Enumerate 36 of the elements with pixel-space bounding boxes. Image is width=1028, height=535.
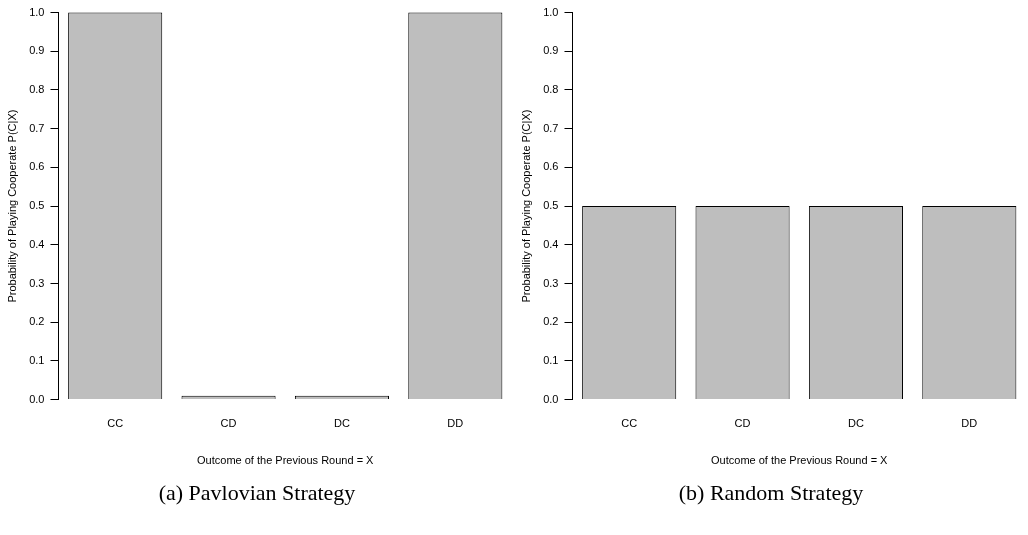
x-tick-label: DD [447,417,464,430]
x-tick-label: DC [847,417,864,430]
y-tick-label: 0.3 [543,276,559,289]
y-tick-label: 0.8 [543,83,559,96]
x-tick-label: CD [220,417,237,430]
y-tick-label: 0.6 [29,160,45,173]
text: (b) Random Strategy [677,480,865,506]
y-tick-label: 1.0 [29,5,45,18]
x-tick-label: DD [961,417,978,430]
y-tick-label: 0.2 [543,315,559,328]
y-tick-label: 0.5 [29,199,45,212]
y-tick-label: 0.8 [29,83,45,96]
y-tick-label: 0.0 [543,392,559,405]
y-tick-label: 0.5 [543,199,559,212]
y-tick-label: 0.1 [543,353,559,366]
y-tick-label: 0.4 [29,237,45,250]
y-tick-label: 1.0 [543,5,559,18]
y-tick-label: 0.4 [543,237,559,250]
y-tick-label: 0.3 [29,276,45,289]
x-axis-title: Outcome of the Previous Round = X [711,454,889,467]
y-tick-label: 0.7 [29,121,45,134]
x-tick-label: CD [734,417,751,430]
text: (a) Pavlovian Strategy [157,480,357,506]
y-tick-label: 0.9 [29,44,45,57]
y-axis-title: Probability of Playing Cooperate P(C|X) [5,109,18,303]
y-axis-title: Probability of Playing Cooperate P(C|X) [519,109,532,303]
x-tick-label: DC [333,417,350,430]
y-tick-label: 0.2 [29,315,45,328]
y-tick-label: 0.9 [543,44,559,57]
x-tick-label: CC [107,417,124,430]
y-tick-label: 0.0 [29,392,45,405]
y-tick-label: 0.7 [543,121,559,134]
x-axis-title: Outcome of the Previous Round = X [197,454,375,467]
x-tick-label: CC [621,417,638,430]
y-tick-label: 0.6 [543,160,559,173]
y-tick-label: 0.1 [29,353,45,366]
